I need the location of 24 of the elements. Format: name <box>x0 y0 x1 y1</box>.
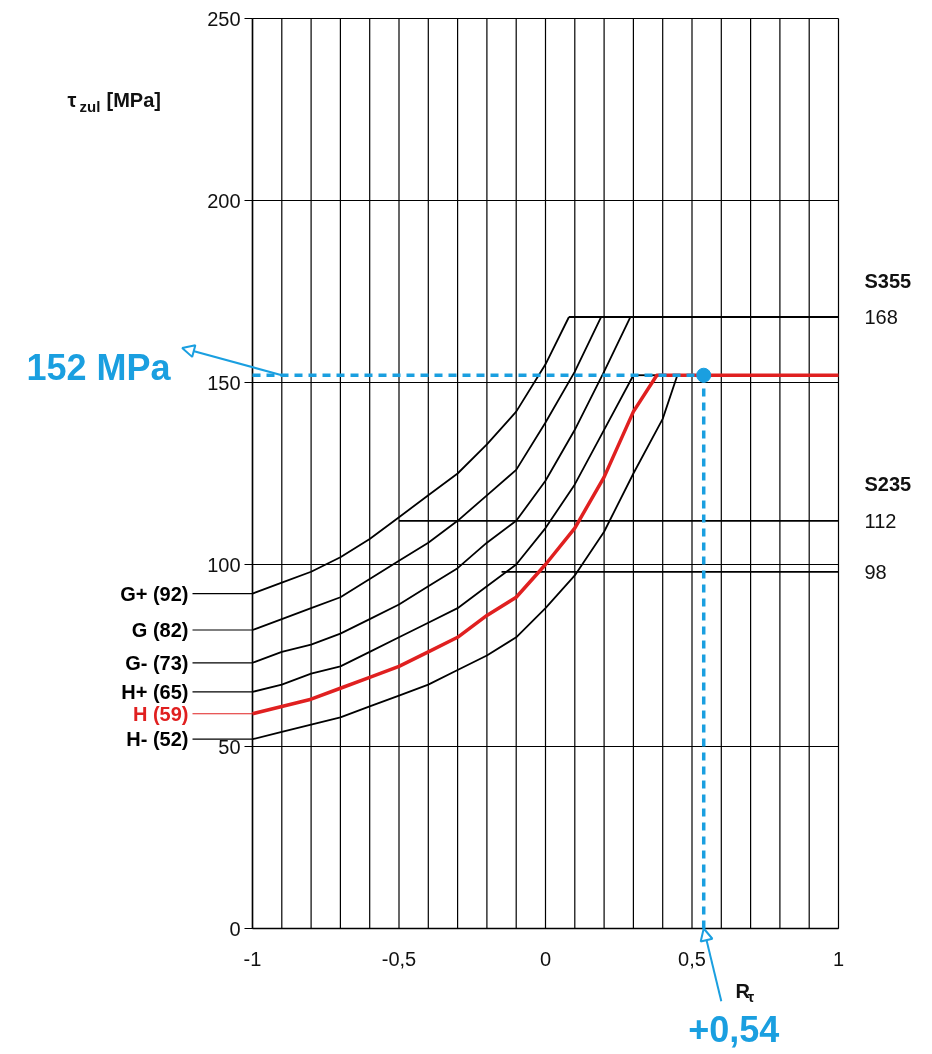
x-tick-label: -1 <box>243 947 262 970</box>
y-tick-label: 150 <box>207 371 241 394</box>
annotation: 152 MPa <box>26 346 172 388</box>
data-label: 168 <box>864 305 898 328</box>
legend-label: G (82) <box>131 619 189 642</box>
y-tick-label: 50 <box>218 735 241 758</box>
y-tick-label: 0 <box>229 917 241 940</box>
y-tick-label: 100 <box>207 553 241 576</box>
series-label: S355 <box>864 269 912 292</box>
series-label: S235 <box>864 473 912 496</box>
x-tick-label: 0,5 <box>678 947 706 970</box>
legend-label: G- (73) <box>125 651 189 674</box>
data-label: 98 <box>864 560 887 583</box>
x-tick-label: 1 <box>832 947 845 970</box>
legend-label: H+ (65) <box>121 680 189 703</box>
annotation: +0,54 <box>688 1008 780 1050</box>
y-tick-label: 250 <box>207 7 241 30</box>
legend-label: G+ (92) <box>120 582 189 605</box>
data-label: 112 <box>864 509 897 532</box>
x-tick-label: 0 <box>539 947 552 970</box>
x-tick-label: -0,5 <box>381 947 417 970</box>
y-tick-label: 200 <box>207 189 241 212</box>
legend-label: H- (52) <box>126 728 189 751</box>
legend-label: H (59) <box>132 702 189 725</box>
